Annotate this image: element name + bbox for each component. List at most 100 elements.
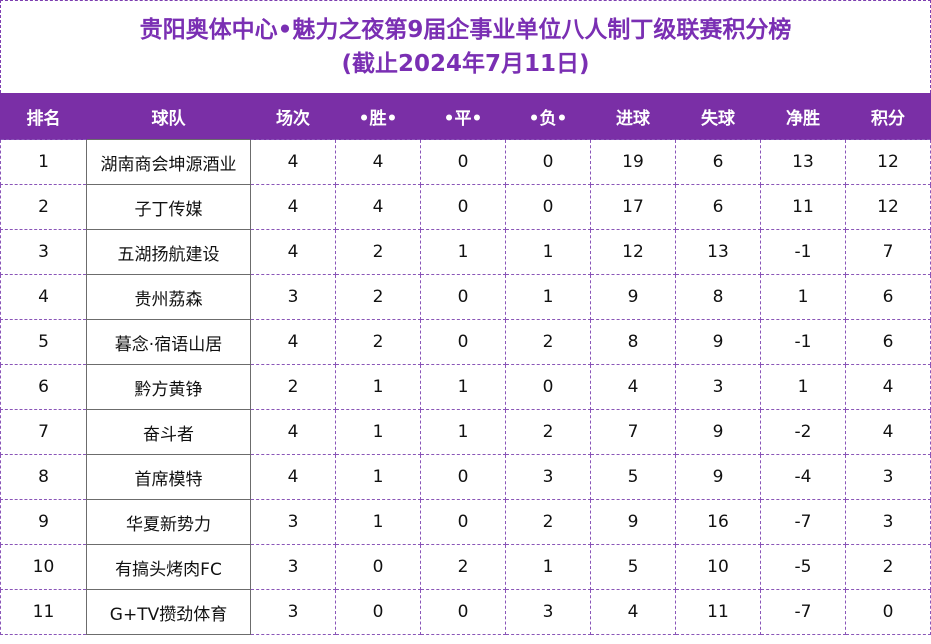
standings-table: 排名 球队 场次 •胜• •平• •负• 进球 失球 净胜 积分 1 湖南商会坤源… <box>0 93 931 635</box>
goal-difference-cell: 1 <box>760 364 846 410</box>
team-cell: 子丁传媒 <box>86 184 251 230</box>
points-cell: 6 <box>845 319 931 365</box>
table-body: 1 湖南商会坤源酒业 4 4 0 0 19 6 13 12 2 子丁传媒 4 4 0 0 17 6 11 12 3 五湖扬… <box>0 139 931 635</box>
header-points: 积分 <box>845 93 931 140</box>
goals-against-cell: 10 <box>675 544 761 590</box>
wins-cell: 2 <box>335 319 421 365</box>
goals-for-cell: 9 <box>590 274 676 320</box>
header-rank: 排名 <box>0 93 87 140</box>
team-cell: 首席模特 <box>86 454 251 500</box>
goal-difference-cell: -5 <box>760 544 846 590</box>
team-cell: 奋斗者 <box>86 409 251 455</box>
draws-cell: 1 <box>420 364 506 410</box>
rank-cell: 1 <box>0 139 87 185</box>
played-cell: 4 <box>250 229 336 275</box>
goals-for-cell: 17 <box>590 184 676 230</box>
header-goals-against: 失球 <box>675 93 761 140</box>
played-cell: 3 <box>250 274 336 320</box>
losses-cell: 0 <box>505 364 591 410</box>
draws-cell: 0 <box>420 319 506 365</box>
rank-cell: 5 <box>0 319 87 365</box>
goals-for-cell: 7 <box>590 409 676 455</box>
goal-difference-cell: -4 <box>760 454 846 500</box>
header-team: 球队 <box>86 93 251 140</box>
draws-cell: 2 <box>420 544 506 590</box>
team-cell: 有搞头烤肉FC <box>86 544 251 590</box>
wins-cell: 0 <box>335 589 421 635</box>
draws-cell: 0 <box>420 184 506 230</box>
table-row: 5 暮念·宿语山居 4 2 0 2 8 9 -1 6 <box>0 319 931 365</box>
points-cell: 7 <box>845 229 931 275</box>
rank-cell: 2 <box>0 184 87 230</box>
played-cell: 4 <box>250 454 336 500</box>
team-cell: 华夏新势力 <box>86 499 251 545</box>
goals-against-cell: 8 <box>675 274 761 320</box>
points-cell: 3 <box>845 454 931 500</box>
goals-for-cell: 4 <box>590 364 676 410</box>
losses-cell: 1 <box>505 229 591 275</box>
table-row: 6 黔方黄铮 2 1 1 0 4 3 1 4 <box>0 364 931 410</box>
goals-against-cell: 9 <box>675 319 761 365</box>
goals-for-cell: 4 <box>590 589 676 635</box>
goals-for-cell: 5 <box>590 544 676 590</box>
header-goal-difference: 净胜 <box>760 93 846 140</box>
goals-against-cell: 3 <box>675 364 761 410</box>
losses-cell: 0 <box>505 184 591 230</box>
team-cell: 暮念·宿语山居 <box>86 319 251 365</box>
rank-cell: 7 <box>0 409 87 455</box>
played-cell: 4 <box>250 409 336 455</box>
rank-cell: 9 <box>0 499 87 545</box>
points-cell: 12 <box>845 184 931 230</box>
goal-difference-cell: -1 <box>760 229 846 275</box>
goal-difference-cell: 11 <box>760 184 846 230</box>
header-losses: •负• <box>505 93 591 140</box>
header-wins: •胜• <box>335 93 421 140</box>
played-cell: 2 <box>250 364 336 410</box>
team-cell: 五湖扬航建设 <box>86 229 251 275</box>
wins-cell: 1 <box>335 499 421 545</box>
points-cell: 2 <box>845 544 931 590</box>
goal-difference-cell: -7 <box>760 589 846 635</box>
points-cell: 4 <box>845 409 931 455</box>
losses-cell: 1 <box>505 544 591 590</box>
draws-cell: 0 <box>420 274 506 320</box>
goal-difference-cell: 13 <box>760 139 846 185</box>
played-cell: 3 <box>250 499 336 545</box>
goals-for-cell: 19 <box>590 139 676 185</box>
points-cell: 4 <box>845 364 931 410</box>
wins-cell: 0 <box>335 544 421 590</box>
draws-cell: 0 <box>420 454 506 500</box>
played-cell: 4 <box>250 184 336 230</box>
goal-difference-cell: -2 <box>760 409 846 455</box>
played-cell: 3 <box>250 544 336 590</box>
draws-cell: 1 <box>420 229 506 275</box>
wins-cell: 4 <box>335 139 421 185</box>
goals-against-cell: 16 <box>675 499 761 545</box>
title-block: 贵阳奥体中心•魅力之夜第9届企事业单位八人制丁级联赛积分榜 (截止2024年7月… <box>0 0 931 93</box>
draws-cell: 0 <box>420 589 506 635</box>
losses-cell: 2 <box>505 499 591 545</box>
goal-difference-cell: 1 <box>760 274 846 320</box>
draws-cell: 0 <box>420 499 506 545</box>
table-header-row: 排名 球队 场次 •胜• •平• •负• 进球 失球 净胜 积分 <box>0 93 931 140</box>
points-cell: 3 <box>845 499 931 545</box>
losses-cell: 3 <box>505 589 591 635</box>
goals-for-cell: 5 <box>590 454 676 500</box>
played-cell: 4 <box>250 319 336 365</box>
team-cell: 贵州荔森 <box>86 274 251 320</box>
rank-cell: 3 <box>0 229 87 275</box>
table-row: 10 有搞头烤肉FC 3 0 2 1 5 10 -5 2 <box>0 544 931 590</box>
table-row: 8 首席模特 4 1 0 3 5 9 -4 3 <box>0 454 931 500</box>
team-cell: 湖南商会坤源酒业 <box>86 139 251 185</box>
played-cell: 3 <box>250 589 336 635</box>
rank-cell: 8 <box>0 454 87 500</box>
losses-cell: 2 <box>505 409 591 455</box>
goals-against-cell: 11 <box>675 589 761 635</box>
table-row: 1 湖南商会坤源酒业 4 4 0 0 19 6 13 12 <box>0 139 931 185</box>
losses-cell: 0 <box>505 139 591 185</box>
page-title: 贵阳奥体中心•魅力之夜第9届企事业单位八人制丁级联赛积分榜 <box>139 17 792 43</box>
played-cell: 4 <box>250 139 336 185</box>
goals-against-cell: 6 <box>675 139 761 185</box>
goals-against-cell: 9 <box>675 454 761 500</box>
goals-for-cell: 8 <box>590 319 676 365</box>
